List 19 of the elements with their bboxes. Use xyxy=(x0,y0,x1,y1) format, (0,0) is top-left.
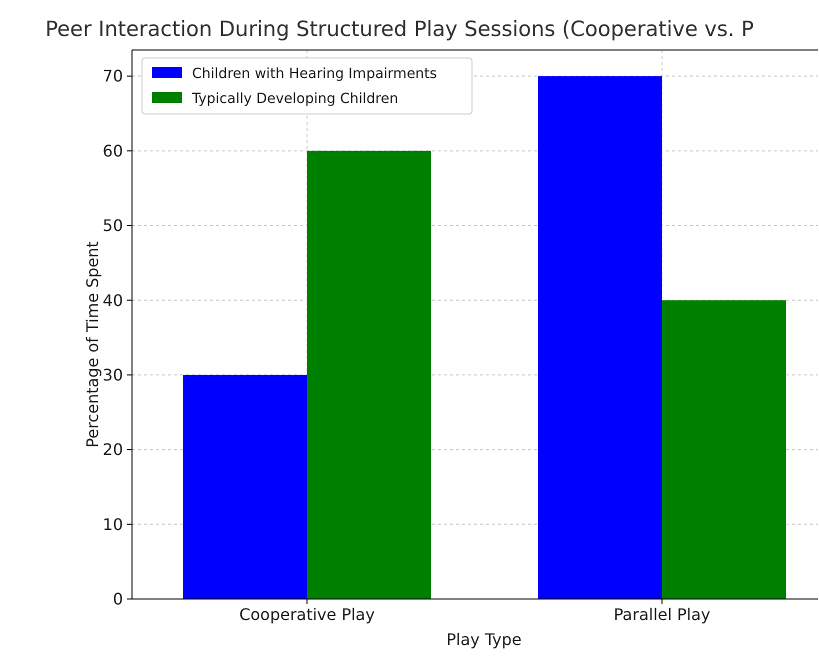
x-tick-label: Cooperative Play xyxy=(239,605,375,624)
bar xyxy=(538,76,662,599)
bar xyxy=(183,374,307,599)
x-tick-label: Parallel Play xyxy=(614,605,710,624)
legend-label: Typically Developing Children xyxy=(191,90,398,107)
x-axis-title: Play Type xyxy=(446,630,522,649)
y-axis-title: Percentage of Time Spent xyxy=(83,241,102,448)
y-tick-label: 20 xyxy=(102,440,123,460)
bar xyxy=(662,300,786,599)
y-tick-label: 40 xyxy=(102,290,123,310)
y-tick-label: 30 xyxy=(102,366,123,385)
y-tick-label: 10 xyxy=(102,514,123,534)
y-tick-label: 70 xyxy=(102,66,123,86)
y-tick-label: 60 xyxy=(102,141,123,160)
y-tick-label: 0 xyxy=(112,590,123,609)
y-tick-label: 50 xyxy=(102,216,123,236)
bar xyxy=(307,150,431,599)
legend-label: Children with Hearing Impairments xyxy=(192,66,437,82)
chart-title: Peer Interaction During Structured Play Sessions (Cooperative vs. P xyxy=(45,17,754,41)
